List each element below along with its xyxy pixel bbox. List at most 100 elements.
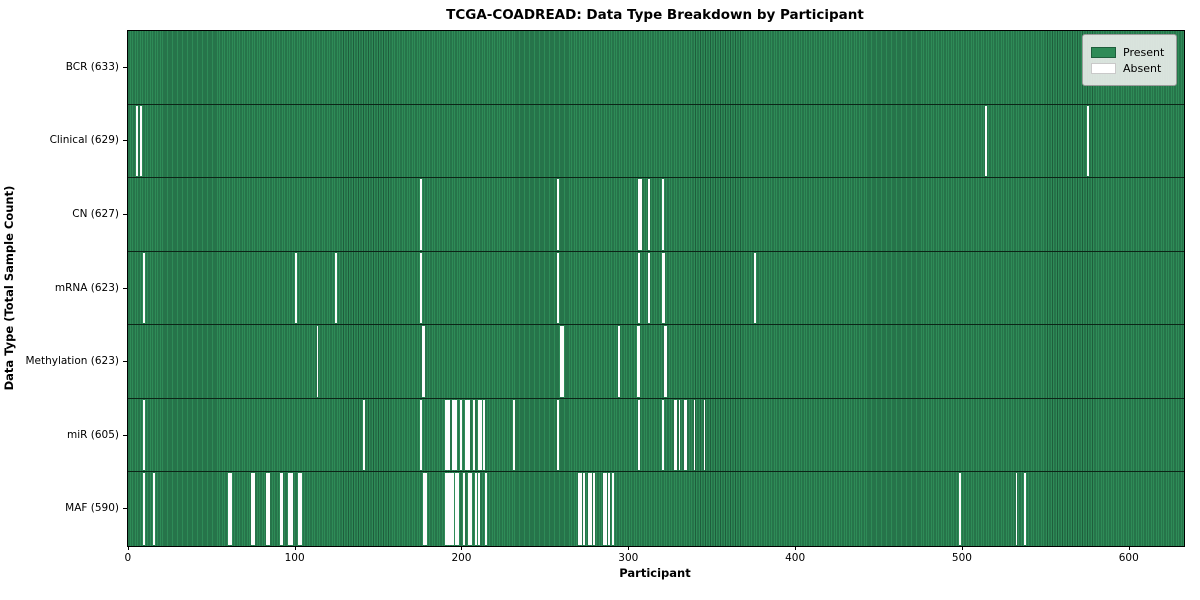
absent-mark xyxy=(985,105,988,177)
absent-mark xyxy=(638,252,641,324)
chart-title: TCGA-COADREAD: Data Type Breakdown by Pa… xyxy=(446,7,864,23)
absent-mark xyxy=(753,252,756,324)
absent-mark xyxy=(593,473,596,545)
present-swatch xyxy=(1091,46,1116,58)
y-tick-label-mrna: mRNA (623) xyxy=(54,281,119,294)
absent-mark xyxy=(268,473,271,545)
absent-mark xyxy=(143,252,145,324)
absent-mark xyxy=(251,473,254,545)
x-tick-mark xyxy=(294,546,296,550)
absent-mark xyxy=(153,473,155,545)
absent-mark xyxy=(419,179,422,250)
absent-mark xyxy=(663,252,666,324)
absent-mark xyxy=(480,399,482,471)
absent-mark xyxy=(444,399,447,471)
absent-mark xyxy=(638,326,641,397)
row-band-methylation xyxy=(128,325,1184,399)
absent-mark xyxy=(1015,473,1018,545)
y-tick-mark xyxy=(123,361,127,363)
absent-mark xyxy=(279,473,282,545)
absent-mark xyxy=(456,473,459,545)
absent-mark xyxy=(288,473,291,545)
absent-mark xyxy=(266,473,269,545)
absent-mark xyxy=(636,326,639,397)
absent-mark xyxy=(648,252,651,324)
absent-mark xyxy=(281,473,284,545)
absent-mark xyxy=(611,473,614,545)
absent-mark xyxy=(661,252,664,324)
absent-mark xyxy=(1087,105,1090,177)
absent-mark xyxy=(454,473,457,545)
x-tick-label: 400 xyxy=(785,552,806,564)
absent-mark xyxy=(1023,473,1026,545)
absent-mark xyxy=(446,399,449,471)
absent-mark xyxy=(139,105,142,177)
row-band-cn xyxy=(128,178,1184,252)
x-tick-label: 500 xyxy=(951,552,972,564)
absent-mark xyxy=(299,473,302,545)
row-band-mir xyxy=(128,398,1184,473)
absent-mark xyxy=(678,399,681,471)
absent-mark xyxy=(424,473,427,545)
absent-mark xyxy=(143,473,145,545)
legend: Present Absent xyxy=(1082,34,1177,86)
absent-mark xyxy=(580,473,583,545)
absent-mark xyxy=(605,473,608,545)
y-tick-mark xyxy=(123,508,127,510)
absent-mark xyxy=(228,473,231,545)
absent-mark xyxy=(454,399,457,471)
x-tick-mark xyxy=(795,546,797,550)
absent-mark xyxy=(578,473,581,545)
absent-mark xyxy=(618,326,621,397)
absent-mark xyxy=(661,399,664,471)
absent-mark xyxy=(663,326,666,397)
absent-mark xyxy=(588,473,591,545)
x-tick-label: 300 xyxy=(618,552,639,564)
absent-mark xyxy=(289,473,292,545)
absent-mark xyxy=(459,399,462,471)
absent-mark xyxy=(136,105,139,177)
row-band-maf xyxy=(128,472,1184,546)
absent-mark xyxy=(334,252,337,324)
absent-mark xyxy=(473,399,476,471)
absent-mark xyxy=(556,399,559,471)
absent-mark xyxy=(693,399,696,471)
absent-mark xyxy=(468,399,471,471)
absent-mark xyxy=(253,473,256,545)
y-tick-mark xyxy=(123,66,127,68)
absent-mark xyxy=(673,399,676,471)
x-axis-label: Participant xyxy=(619,566,691,580)
absent-mark xyxy=(294,252,297,324)
absent-mark xyxy=(463,473,466,545)
absent-mark xyxy=(638,399,641,471)
absent-mark xyxy=(419,252,422,324)
absent-mark xyxy=(453,399,456,471)
absent-mark xyxy=(468,473,471,545)
row-band-bcr xyxy=(128,31,1184,105)
legend-label-absent: Absent xyxy=(1123,61,1162,75)
absent-mark xyxy=(703,399,706,471)
absent-mark xyxy=(556,179,559,250)
absent-mark xyxy=(665,326,668,397)
absent-mark xyxy=(661,179,664,250)
absent-mark xyxy=(291,473,294,545)
x-tick-mark xyxy=(461,546,463,550)
absent-mark xyxy=(513,399,516,471)
absent-mark xyxy=(363,399,366,471)
absent-mark xyxy=(423,473,426,545)
absent-mark xyxy=(675,399,678,471)
absent-swatch xyxy=(1091,62,1116,74)
x-tick-mark xyxy=(1128,546,1130,550)
x-tick-mark xyxy=(127,546,129,550)
absent-mark xyxy=(583,473,586,545)
absent-mark xyxy=(483,399,486,471)
absent-mark xyxy=(298,473,301,545)
y-tick-mark xyxy=(123,434,127,436)
legend-item-absent: Absent xyxy=(1083,61,1176,75)
absent-mark xyxy=(451,399,454,471)
absent-mark xyxy=(419,399,422,471)
absent-mark xyxy=(469,473,472,545)
absent-mark xyxy=(603,473,606,545)
absent-mark xyxy=(451,473,454,545)
